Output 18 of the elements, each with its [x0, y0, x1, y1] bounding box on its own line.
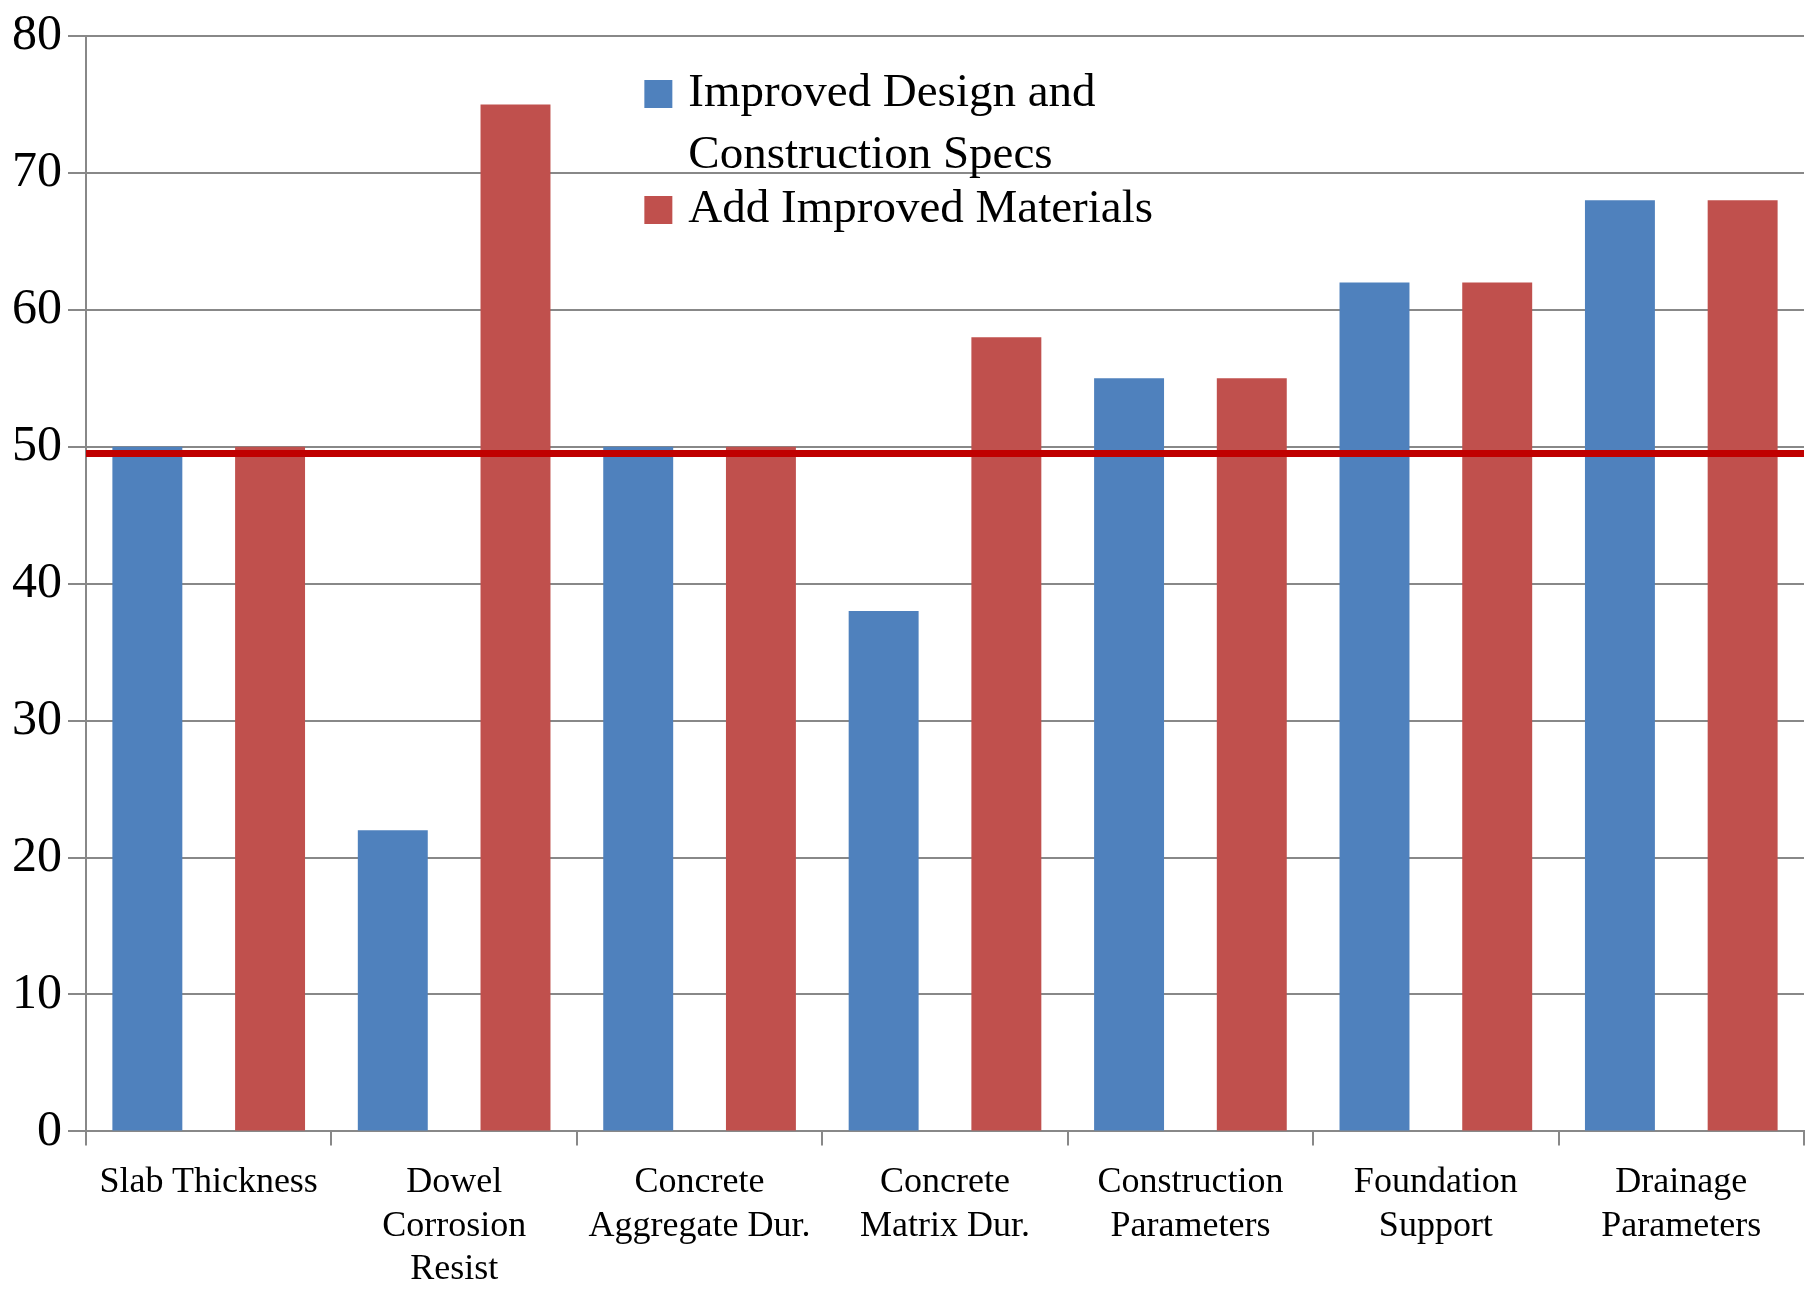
x-tick-label: Dowel Corrosion Resist: [382, 1160, 527, 1287]
y-tick-label: 30: [12, 688, 62, 745]
y-tick-label: 60: [12, 277, 62, 334]
y-tick-label: 40: [12, 551, 62, 608]
x-tick-label: Foundation Support: [1353, 1160, 1518, 1244]
legend-label: Improved Design and Construction Specs: [688, 64, 1096, 179]
y-tick-label: 20: [12, 825, 62, 882]
x-tick-label: Drainage Parameters: [1601, 1160, 1762, 1244]
y-tick-label: 70: [12, 141, 62, 198]
y-tick-label: 80: [12, 4, 62, 61]
legend-label: Add Improved Materials: [688, 180, 1154, 233]
x-tick-label: Concrete Matrix Dur.: [860, 1160, 1030, 1244]
x-tick-label: Concrete Aggregate Dur.: [588, 1160, 811, 1244]
x-tick-label: Slab Thickness: [99, 1160, 318, 1201]
y-tick-label: 0: [37, 1099, 62, 1156]
x-tick-label: Construction Parameters: [1097, 1160, 1284, 1244]
y-tick-label: 10: [12, 962, 62, 1019]
y-tick-label: 50: [12, 414, 62, 471]
